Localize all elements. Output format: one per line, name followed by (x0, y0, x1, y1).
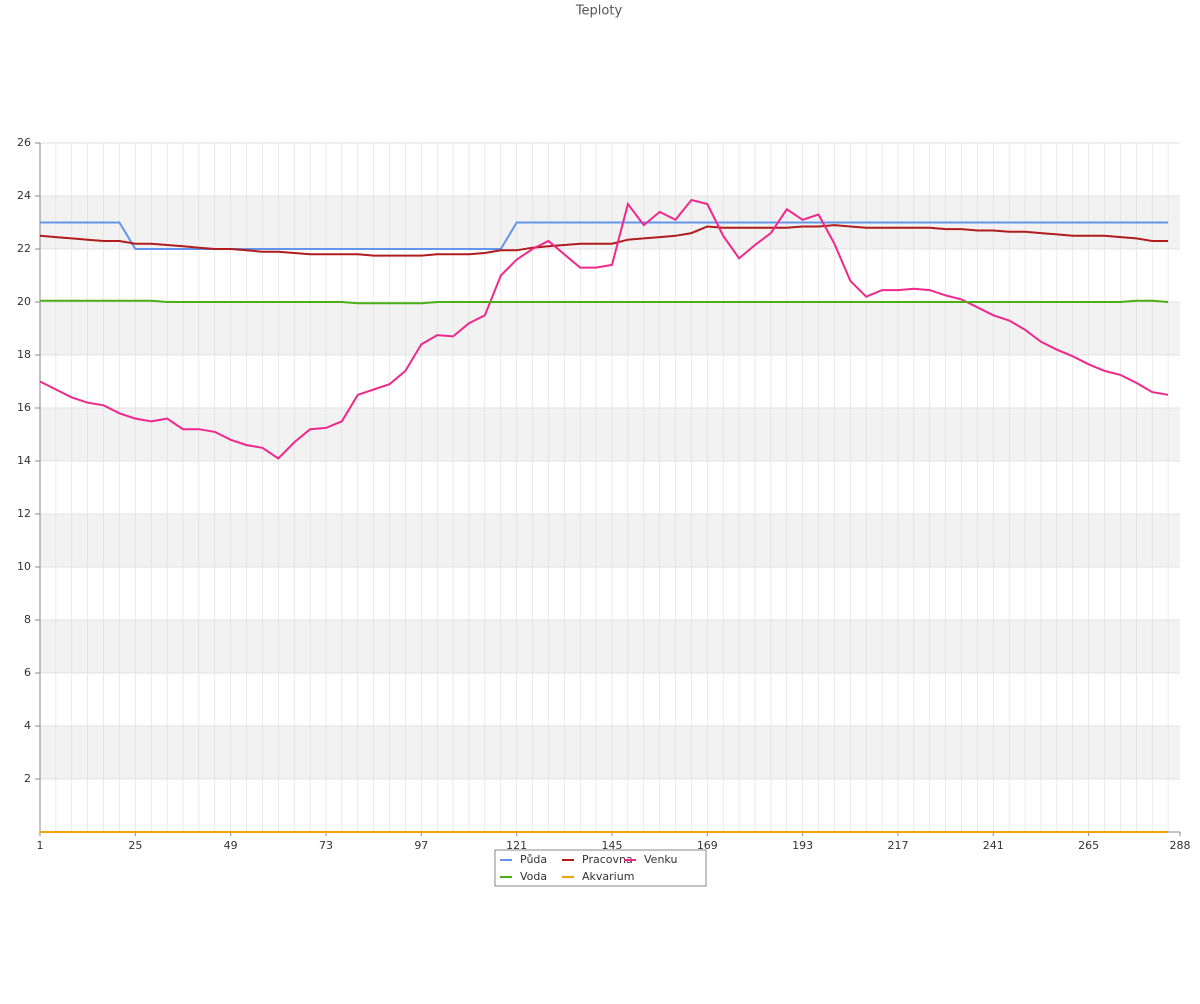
x-tick-label: 25 (128, 839, 142, 852)
x-tick-label: 49 (224, 839, 238, 852)
y-tick-label: 12 (17, 507, 31, 520)
x-tick-label: 97 (414, 839, 428, 852)
y-tick-label: 16 (17, 401, 31, 414)
series-line (39, 224, 1169, 257)
y-tick-label: 24 (17, 189, 31, 202)
legend-label: Půda (520, 853, 547, 866)
chart-title: Teploty (575, 4, 623, 19)
x-tick-label: 241 (983, 839, 1004, 852)
y-tick-label: 2 (24, 772, 31, 785)
x-tick-label: 145 (601, 839, 622, 852)
y-tick-label: 6 (24, 666, 31, 679)
y-tick-label: 22 (17, 242, 31, 255)
legend-label: Pracovna (582, 853, 633, 866)
legend-label: Akvarium (582, 870, 634, 883)
x-tick-label: 265 (1078, 839, 1099, 852)
legend-box (494, 849, 707, 887)
legend: Půda Pracovna Venku Voda Akvarium (500, 853, 677, 883)
legend-label: Venku (644, 853, 677, 866)
x-tick-label: 288 (1170, 839, 1191, 852)
grid-band (40, 726, 1180, 779)
y-tick-label: 8 (24, 613, 31, 626)
x-tick-label: 73 (319, 839, 333, 852)
lines (39, 198, 1169, 833)
x-tick-label: 121 (506, 839, 527, 852)
legend-label: Voda (520, 870, 547, 883)
x-tick-label: 193 (792, 839, 813, 852)
grid-band (40, 620, 1180, 673)
y-tick-label: 14 (17, 454, 31, 467)
y-tick-label: 18 (17, 348, 31, 361)
y-tick-label: 26 (17, 136, 31, 149)
y-tick-label: 10 (17, 560, 31, 573)
grid-band (40, 514, 1180, 567)
series-line (39, 198, 1169, 460)
x-tick-label: 1 (37, 839, 44, 852)
x-tick-label: 217 (887, 839, 908, 852)
series-line (40, 299, 1169, 305)
y-tick-label: 4 (24, 719, 31, 732)
grid-band (40, 302, 1180, 355)
y-tick-label: 20 (17, 295, 31, 308)
x-tick-label: 169 (697, 839, 718, 852)
grid-band (40, 408, 1180, 461)
